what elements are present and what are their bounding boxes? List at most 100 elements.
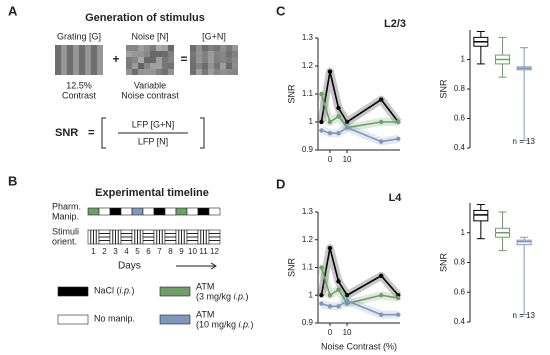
pixel	[79, 51, 85, 57]
pixel	[202, 57, 208, 63]
pixel	[232, 51, 238, 57]
pixel	[97, 57, 103, 63]
day-number: 9	[179, 247, 184, 256]
x-tick-label: 0	[328, 155, 333, 164]
legend-text: No manip.	[94, 314, 135, 324]
pixel	[126, 51, 132, 57]
point	[344, 293, 350, 298]
pixel	[214, 63, 220, 69]
pixel	[196, 69, 202, 75]
day-number: 4	[124, 247, 129, 256]
pixel	[156, 57, 162, 63]
stim-note: Contrast	[62, 90, 97, 100]
y-tick-label: 1	[309, 117, 314, 126]
point	[327, 245, 333, 251]
pixel	[168, 69, 174, 75]
band	[320, 296, 399, 319]
pixel	[97, 45, 103, 51]
pixel	[144, 69, 150, 75]
pixel	[85, 45, 91, 51]
pixel	[132, 51, 138, 57]
pixel	[67, 51, 73, 57]
row-label: Stimuli	[52, 226, 79, 236]
pixel	[214, 57, 220, 63]
pixel	[126, 69, 132, 75]
pharm-cell	[175, 207, 188, 216]
pixel	[73, 69, 79, 75]
operator: +	[112, 52, 119, 66]
pharm-cell	[208, 207, 221, 216]
pixel	[168, 51, 174, 57]
point	[336, 114, 341, 119]
panel-label: B	[8, 173, 17, 188]
pixel	[220, 69, 226, 75]
pixel	[226, 45, 232, 51]
pixel	[208, 69, 214, 75]
pixel	[214, 45, 220, 51]
day-number: 10	[188, 247, 197, 256]
stimulus-image	[190, 45, 238, 75]
row-label: Manip.	[52, 211, 79, 221]
pixel	[67, 45, 73, 51]
legend-swatch	[159, 286, 191, 297]
stim-note: Noise contrast	[121, 90, 179, 100]
pixel	[79, 63, 85, 69]
y-tick-label: 1.1	[302, 263, 314, 272]
y-tick-label: 0.6	[454, 287, 466, 296]
pixel	[132, 69, 138, 75]
panel-title: Experimental timeline	[95, 187, 209, 199]
day-number: 2	[102, 247, 107, 256]
pixel	[220, 57, 226, 63]
annotation: n = 13	[513, 137, 536, 146]
pixel	[162, 63, 168, 69]
point	[396, 312, 401, 317]
pharm-cell	[109, 207, 122, 216]
chart-title: L4	[389, 192, 403, 204]
pixel	[226, 69, 232, 75]
pixel	[55, 69, 61, 75]
legend-text: (3 mg/kg	[196, 292, 234, 302]
pixel	[97, 63, 103, 69]
pixel	[91, 69, 97, 75]
y-tick-label: 1.2	[302, 61, 314, 70]
point	[327, 293, 333, 298]
day-number: 11	[199, 247, 208, 256]
pixel	[61, 69, 67, 75]
y-tick-label: 0.4	[454, 143, 466, 152]
point	[396, 136, 401, 141]
pixel	[156, 63, 162, 69]
pixel	[144, 63, 150, 69]
legend-text: (10 mg/kg	[196, 320, 239, 330]
pixel	[73, 51, 79, 57]
pixel	[85, 51, 91, 57]
pixel	[150, 51, 156, 57]
pixel	[73, 63, 79, 69]
pixel	[196, 51, 202, 57]
pixel	[196, 63, 202, 69]
point	[319, 128, 324, 133]
y-axis-label: SNR	[286, 258, 296, 278]
day-number: 7	[157, 247, 162, 256]
stimulus-image	[55, 45, 103, 75]
pixel	[150, 63, 156, 69]
pixel	[79, 57, 85, 63]
chart-title: L2/3	[384, 18, 406, 30]
y-tick-label: 1.1	[302, 89, 314, 98]
pharm-cell	[153, 207, 166, 216]
pixel	[214, 69, 220, 75]
stim-note: Variable	[134, 80, 166, 90]
point	[336, 304, 341, 309]
y-axis-label: SNR	[438, 253, 448, 273]
y-tick-label: 0.6	[454, 114, 466, 123]
series-line	[320, 267, 399, 305]
point	[379, 293, 384, 298]
pixel	[196, 45, 202, 51]
series-line	[320, 93, 399, 129]
pixel	[85, 57, 91, 63]
stim-label: [G+N]	[202, 31, 226, 41]
day-number: 5	[135, 247, 140, 256]
legend-swatch	[159, 314, 191, 325]
point	[327, 69, 333, 74]
pixel	[162, 57, 168, 63]
